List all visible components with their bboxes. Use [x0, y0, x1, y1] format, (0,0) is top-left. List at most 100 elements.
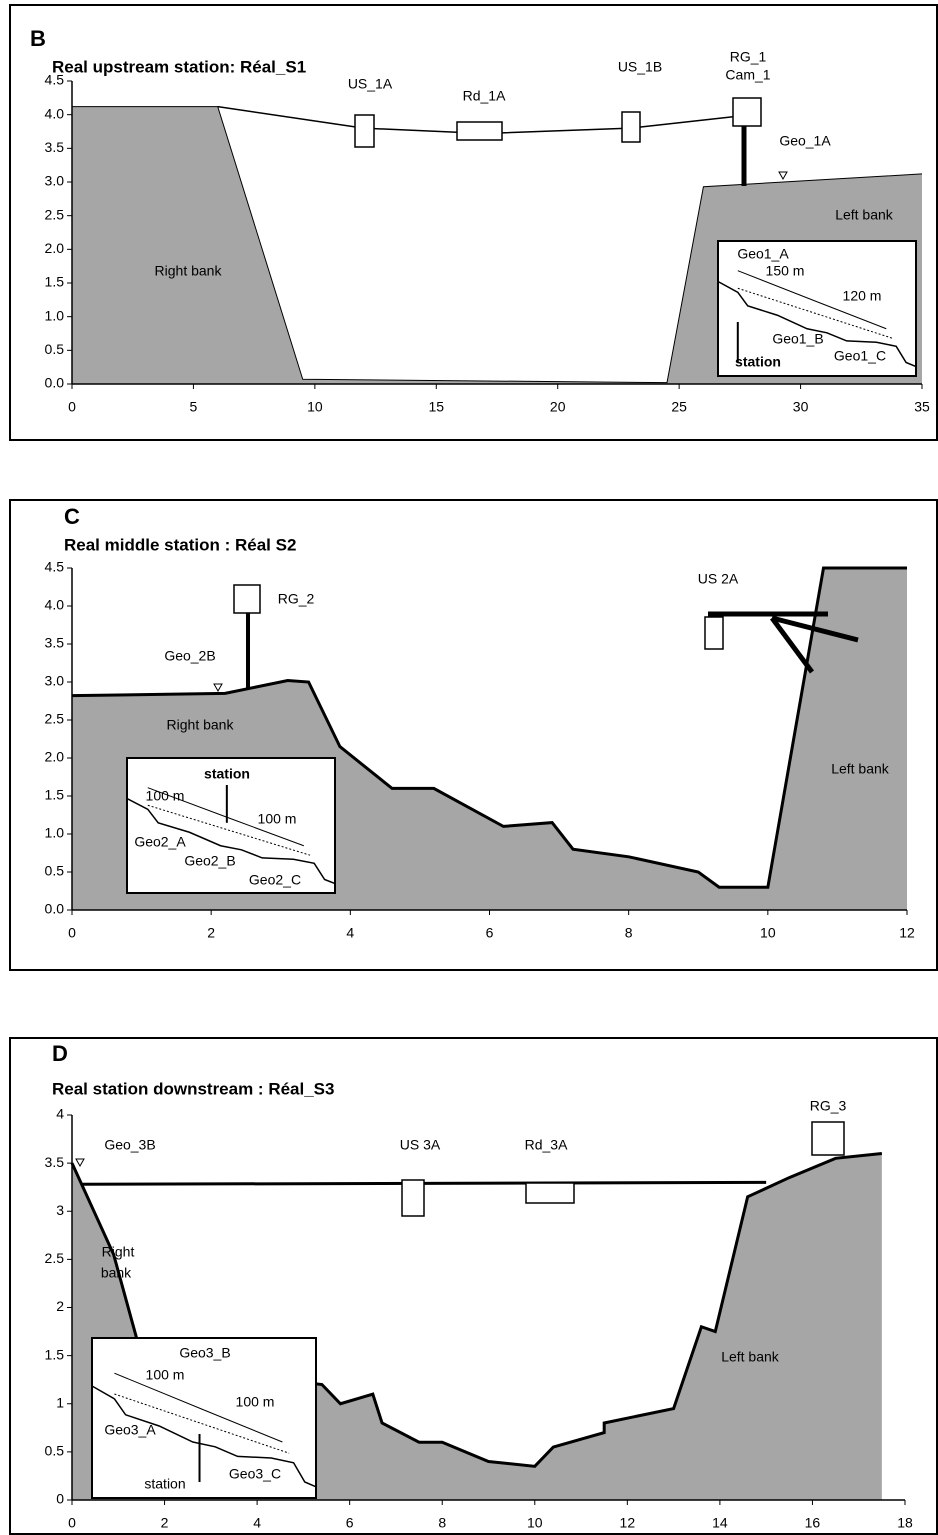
y-tick-label: 4.5 — [45, 559, 65, 575]
y-tick-label: 4.5 — [45, 72, 65, 88]
x-tick-label: 2 — [207, 925, 215, 941]
y-tick-label: 0.5 — [45, 1443, 65, 1459]
inset-label: station — [204, 766, 250, 782]
inset-label: Geo2_B — [184, 853, 235, 869]
instrument-box — [354, 114, 375, 148]
y-tick-label: 0 — [56, 1491, 64, 1507]
instrument-box — [233, 584, 261, 614]
instrument-box — [621, 111, 641, 143]
y-tick-label: 3.5 — [45, 635, 65, 651]
y-tick-label: 3.5 — [45, 1154, 65, 1170]
instrument-box — [732, 97, 762, 127]
panel-letter: B — [30, 26, 46, 51]
inset-label: 100 m — [146, 788, 185, 804]
annotation: US_1B — [618, 59, 662, 75]
annotation: Left bank — [721, 1349, 780, 1365]
instrument-box — [525, 1182, 575, 1204]
inset-label: station — [735, 354, 781, 370]
panel-title: Real station downstream : Réal_S3 — [52, 1079, 334, 1098]
inset-label: 100 m — [146, 1367, 185, 1383]
inset-label: Geo2_A — [134, 834, 186, 850]
inset-box — [126, 757, 336, 894]
inset-arrow — [230, 818, 304, 847]
inset-arrow — [203, 1409, 283, 1443]
x-tick-label: 10 — [307, 399, 323, 415]
x-tick-label: 10 — [760, 925, 776, 941]
x-tick-label: 5 — [190, 399, 198, 415]
inset-label: Geo2_C — [249, 872, 301, 888]
y-tick-label: 1.0 — [45, 825, 65, 841]
x-tick-label: 16 — [805, 1515, 821, 1531]
y-tick-label: 1.0 — [45, 307, 65, 323]
y-tick-label: 4.0 — [45, 597, 65, 613]
x-tick-label: 15 — [428, 399, 444, 415]
inset-box — [91, 1337, 317, 1499]
inset-label: 120 m — [843, 288, 882, 304]
x-tick-label: 8 — [625, 925, 633, 941]
y-tick-label: 1 — [56, 1394, 64, 1410]
annotation: US 2A — [698, 571, 739, 587]
x-tick-label: 10 — [527, 1515, 543, 1531]
area-fill — [72, 106, 922, 384]
x-tick-label: 12 — [620, 1515, 636, 1531]
inset-label: 100 m — [236, 1394, 275, 1410]
inset-label: station — [144, 1476, 185, 1492]
annotation: Rd_3A — [525, 1137, 568, 1153]
annotation: Geo_1A — [779, 133, 831, 149]
inset-label: Geo3_A — [104, 1422, 156, 1438]
instrument-box — [401, 1179, 425, 1217]
panel-letter: C — [64, 504, 80, 529]
x-tick-label: 18 — [897, 1515, 913, 1531]
inset-dotted — [737, 287, 893, 339]
x-tick-label: 0 — [68, 399, 76, 415]
x-tick-label: 0 — [68, 1515, 76, 1531]
annotation: Right bank — [167, 717, 235, 733]
x-tick-label: 25 — [671, 399, 687, 415]
y-tick-label: 4 — [56, 1106, 64, 1122]
panel-letter: D — [52, 1041, 68, 1066]
inset-label: 150 m — [766, 263, 805, 279]
x-tick-label: 0 — [68, 925, 76, 941]
y-tick-label: 2 — [56, 1298, 64, 1314]
y-tick-label: 2.5 — [45, 1250, 65, 1266]
annotation: RG_2 — [278, 591, 315, 607]
x-tick-label: 12 — [899, 925, 915, 941]
y-tick-label: 2.0 — [45, 749, 65, 765]
panel-title: Real middle station : Réal S2 — [64, 535, 296, 554]
x-tick-label: 6 — [346, 1515, 354, 1531]
ground-profile — [72, 106, 923, 384]
inset-label: Geo3_B — [179, 1345, 230, 1361]
y-tick-label: 1.5 — [45, 1346, 65, 1362]
annotation: Geo_2B — [164, 648, 215, 664]
y-tick-label: 0.0 — [45, 901, 65, 917]
y-tick-label: 2.0 — [45, 240, 65, 256]
inset-label: 100 m — [258, 811, 297, 827]
inset-dotted — [114, 1393, 290, 1454]
y-tick-label: 0.0 — [45, 375, 65, 391]
inset-label: Geo1_C — [834, 348, 886, 364]
mast — [769, 616, 815, 674]
inset-label: Geo1_A — [737, 246, 789, 262]
annotation: US_1A — [348, 76, 393, 92]
x-tick-label: 6 — [486, 925, 494, 941]
annotation: Rd_1A — [463, 88, 506, 104]
y-tick-label: 0.5 — [45, 341, 65, 357]
instrument-box — [811, 1121, 845, 1156]
annotation: RG_1 — [730, 49, 767, 65]
y-tick-label: 2.5 — [45, 711, 65, 727]
x-tick-label: 14 — [712, 1515, 728, 1531]
y-tick-label: 1.5 — [45, 787, 65, 803]
y-tick-label: 0.5 — [45, 863, 65, 879]
annotation: RG_3 — [810, 1098, 847, 1114]
panel-title: Real upstream station: Réal_S1 — [52, 57, 306, 76]
x-tick-label: 35 — [914, 399, 930, 415]
inset-arrow — [737, 270, 818, 303]
annotation: Right — [102, 1244, 135, 1260]
inset-dotted — [147, 804, 311, 856]
instrument-box — [456, 121, 503, 141]
inset-arrow — [816, 301, 887, 330]
inset-box — [717, 240, 917, 377]
annotation: Left bank — [831, 761, 890, 777]
y-tick-label: 3 — [56, 1202, 64, 1218]
